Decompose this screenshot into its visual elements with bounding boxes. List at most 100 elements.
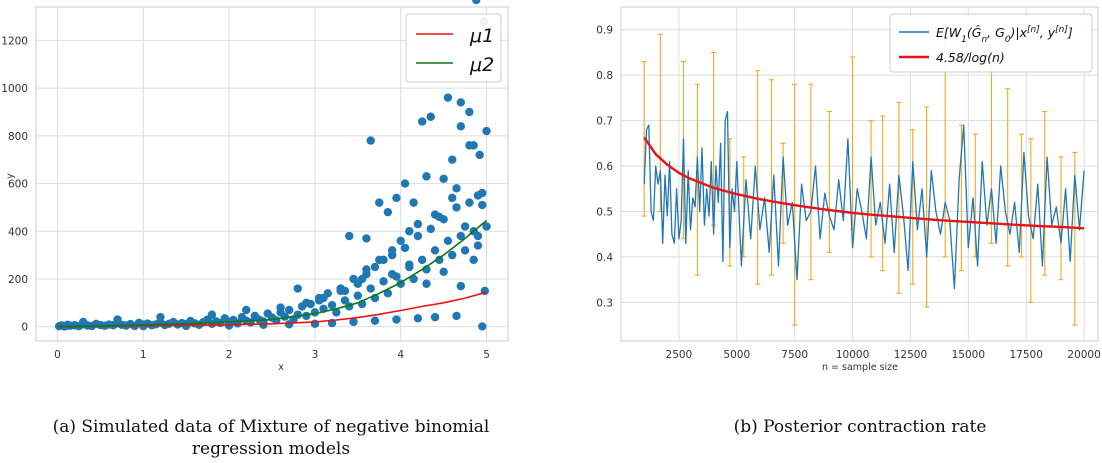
scatter-point xyxy=(349,317,358,327)
scatter-point xyxy=(478,322,487,331)
scatter-point xyxy=(439,267,448,277)
scatter-point xyxy=(242,305,251,315)
scatter-point xyxy=(439,174,448,183)
scatter-point xyxy=(473,191,483,200)
scatter-point xyxy=(379,255,388,265)
scatter-point xyxy=(443,236,453,245)
scatter-point xyxy=(284,320,294,329)
x-tick-label: 4 xyxy=(397,349,404,361)
y-tick-label: 0.6 xyxy=(596,161,613,173)
scatter-point xyxy=(396,236,405,245)
chart-b-legend-box xyxy=(889,13,1093,73)
scatter-point xyxy=(456,231,465,241)
scatter-point xyxy=(370,316,380,325)
y-tick-label: 0.5 xyxy=(596,206,613,218)
scatter-point xyxy=(472,0,481,5)
scatter-point xyxy=(156,312,165,322)
scatter-point xyxy=(357,274,367,284)
scatter-point xyxy=(340,296,350,305)
chart-b-x-ticks: 2500 5000 7500 10000 12500 15000 17500 20000 xyxy=(666,349,1101,361)
scatter-point xyxy=(392,315,401,324)
scatter-point xyxy=(475,150,484,160)
scatter-point xyxy=(435,255,444,265)
chart-b-x-label: n = sample size xyxy=(822,362,898,373)
scatter-point xyxy=(345,231,354,241)
scatter-point xyxy=(413,219,423,229)
x-tick-label: 5 xyxy=(483,349,490,361)
series-line xyxy=(57,291,487,328)
chart-b-legend: E[W1(Ĝn, G0)|x[n], y[n]] 4.58/log(n) xyxy=(889,13,1093,73)
scatter-point xyxy=(370,262,380,272)
y-tick-label: 0.3 xyxy=(596,297,613,309)
scatter-point xyxy=(387,246,397,255)
scatter-point xyxy=(456,122,465,131)
scatter-point xyxy=(315,293,324,303)
y-tick-label: 800 xyxy=(8,131,28,143)
series-line xyxy=(643,136,1085,230)
scatter-point xyxy=(400,179,410,188)
x-tick-label: 20000 xyxy=(1067,349,1100,361)
scatter-point xyxy=(482,222,491,231)
y-tick-label: 0.8 xyxy=(596,70,613,82)
x-tick-label: 10000 xyxy=(836,349,869,361)
y-tick-label: 600 xyxy=(8,179,28,191)
scatter-point xyxy=(456,281,465,291)
chart-b: 2500 5000 7500 10000 12500 15000 17500 20000 0.… xyxy=(596,6,1101,437)
chart-b-y-ticks: 0.3 0.4 0.5 0.6 0.7 0.8 0.9 xyxy=(596,25,613,310)
scatter-point xyxy=(417,255,427,265)
chart-a-lines xyxy=(57,219,488,328)
scatter-point xyxy=(353,291,363,300)
x-tick-label: 3 xyxy=(312,349,319,361)
y-tick-label: 0.9 xyxy=(596,25,613,37)
scatter-point xyxy=(473,231,483,241)
scatter-point xyxy=(362,234,371,243)
scatter-point xyxy=(456,98,465,107)
scatter-point xyxy=(473,241,483,250)
scatter-point xyxy=(448,250,457,260)
scatter-point xyxy=(383,207,393,217)
scatter-point xyxy=(435,212,444,222)
y-tick-label: 200 xyxy=(8,274,28,286)
chart-a-grid xyxy=(36,7,508,341)
scatter-point xyxy=(284,305,294,315)
chart-a-legend-box xyxy=(405,13,502,83)
x-tick-label: 2 xyxy=(226,349,233,361)
scatter-point xyxy=(327,301,337,310)
scatter-point xyxy=(276,303,285,312)
scatter-point xyxy=(448,155,457,164)
scatter-point xyxy=(405,227,414,236)
scatter-point xyxy=(413,314,423,323)
scatter-point xyxy=(366,136,375,145)
x-tick-label: 2500 xyxy=(666,349,693,361)
scatter-point xyxy=(426,224,435,234)
scatter-point xyxy=(430,312,440,322)
scatter-point xyxy=(448,193,457,203)
scatter-point xyxy=(465,107,474,117)
y-tick-label: 1000 xyxy=(1,83,28,95)
scatter-point xyxy=(405,262,414,272)
scatter-point xyxy=(409,198,418,207)
chart-a-y-label: y xyxy=(5,173,16,179)
chart-a-legend: μ1 μ2 xyxy=(405,13,502,83)
scatter-point xyxy=(417,117,427,126)
chart-b-lines xyxy=(643,110,1085,290)
scatter-point xyxy=(302,298,311,308)
scatter-point xyxy=(460,222,470,231)
series-line xyxy=(57,219,488,328)
scatter-point xyxy=(422,172,431,181)
x-tick-label: 5000 xyxy=(723,349,750,361)
scatter-point xyxy=(340,286,350,296)
x-tick-label: 0 xyxy=(54,349,61,361)
chart-a-caption-line-2: regression models xyxy=(192,439,350,459)
x-tick-label: 1 xyxy=(140,349,147,361)
scatter-point xyxy=(375,198,384,207)
scatter-point xyxy=(452,311,461,321)
chart-b-caption: (b) Posterior contraction rate xyxy=(734,417,987,437)
scatter-point xyxy=(383,289,393,298)
scatter-point xyxy=(400,243,410,253)
scatter-point xyxy=(443,93,453,102)
chart-a-points xyxy=(54,0,491,331)
chart-a-x-label: x xyxy=(278,362,284,373)
scatter-point xyxy=(413,231,423,241)
